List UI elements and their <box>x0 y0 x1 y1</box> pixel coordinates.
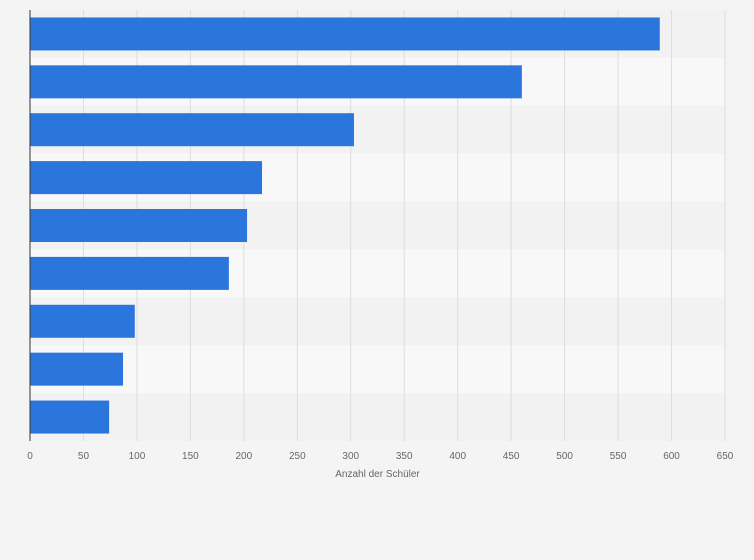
bar[interactable] <box>30 209 248 242</box>
x-tick-label: 400 <box>449 451 466 462</box>
bars <box>30 17 660 434</box>
x-tick-label: 650 <box>717 451 734 462</box>
bar[interactable] <box>30 400 110 434</box>
x-tick-label: 250 <box>289 451 306 462</box>
bar[interactable] <box>30 17 660 51</box>
bar[interactable] <box>30 352 124 386</box>
x-tick-labels: 0 50 100 150 200 250 300 350 400 450 500 550 600 650 <box>27 451 734 462</box>
bar[interactable] <box>30 304 135 338</box>
x-tick-label: 200 <box>236 451 253 462</box>
x-tick-label: 0 <box>27 451 33 462</box>
bar[interactable] <box>30 113 354 147</box>
x-tick-label: 500 <box>556 451 573 462</box>
row-band <box>30 297 725 346</box>
x-tick-label: 100 <box>129 451 146 462</box>
bar[interactable] <box>30 256 229 290</box>
bar[interactable] <box>30 65 522 99</box>
x-tick-label: 350 <box>396 451 413 462</box>
bar[interactable] <box>30 161 263 195</box>
x-tick-label: 450 <box>503 451 520 462</box>
x-tick-label: 600 <box>663 451 680 462</box>
x-tick-label: 150 <box>182 451 199 462</box>
x-tick-label: 300 <box>342 451 359 462</box>
x-tick-label: 50 <box>78 451 90 462</box>
x-tick-label: 550 <box>610 451 627 462</box>
x-axis-title: Anzahl der Schüler <box>335 469 420 480</box>
row-band <box>30 393 725 441</box>
row-band <box>30 345 725 394</box>
